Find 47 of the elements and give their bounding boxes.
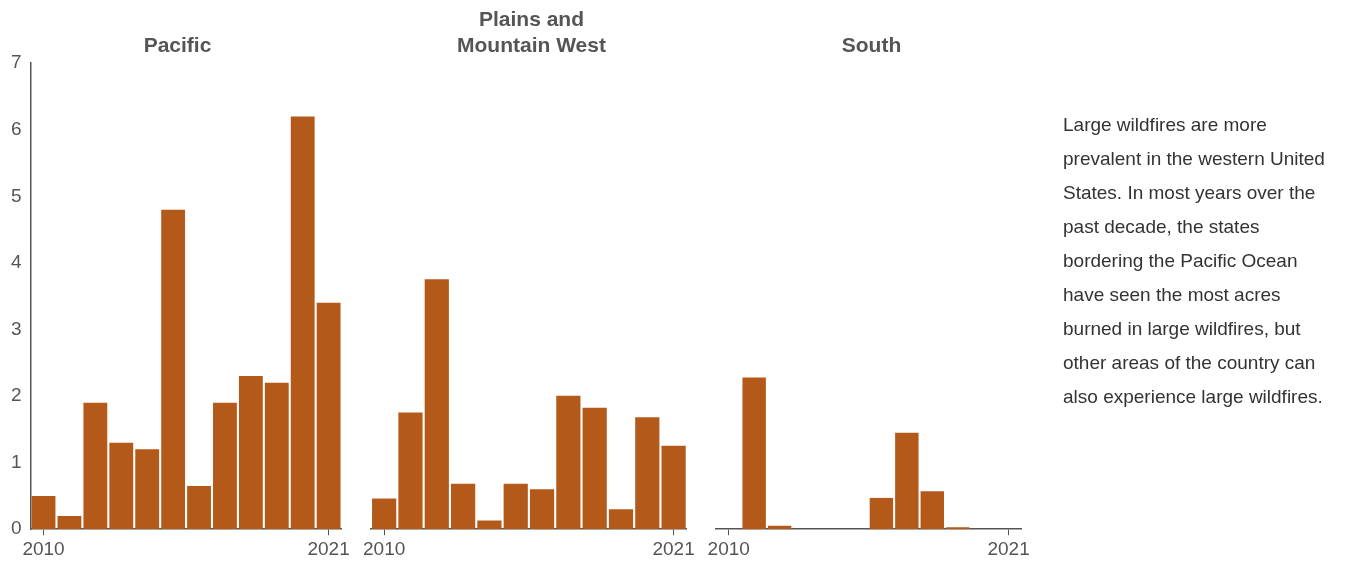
bar xyxy=(83,402,108,530)
bar xyxy=(477,520,502,530)
bar xyxy=(608,509,634,530)
bar xyxy=(31,495,56,530)
y-tick-label: 2 xyxy=(10,384,22,406)
bar xyxy=(398,412,423,530)
chart-title: Plains and Mountain West xyxy=(457,7,606,56)
bar xyxy=(556,395,581,530)
bar xyxy=(529,489,555,530)
chart-title: South xyxy=(841,33,902,57)
bar xyxy=(264,382,289,530)
x-tick-label: 2021 xyxy=(987,537,1030,559)
bar xyxy=(946,527,970,530)
x-tick-label: 2010 xyxy=(22,537,65,559)
bar xyxy=(238,376,263,530)
bar xyxy=(109,442,134,530)
y-tick-label: 6 xyxy=(10,118,22,140)
bar xyxy=(451,483,476,530)
bar xyxy=(135,449,160,530)
bar xyxy=(316,302,341,530)
bar xyxy=(424,279,449,530)
bar xyxy=(869,497,894,530)
y-tick-label: 5 xyxy=(10,184,22,206)
bar xyxy=(635,417,660,530)
y-tick-label: 3 xyxy=(10,317,22,339)
y-tick-label: 1 xyxy=(10,450,22,472)
bar xyxy=(582,407,607,530)
y-tick-label: 4 xyxy=(10,251,22,273)
bar xyxy=(895,432,919,530)
chart-title: Pacific xyxy=(143,33,212,57)
bar xyxy=(290,116,315,530)
x-tick-label: 2021 xyxy=(307,537,350,559)
bar xyxy=(187,485,211,530)
bar xyxy=(372,498,397,530)
bar xyxy=(920,491,944,530)
y-tick-label: 7 xyxy=(10,51,22,73)
bar xyxy=(161,209,186,530)
x-tick-label: 2010 xyxy=(707,537,750,559)
x-tick-label: 2010 xyxy=(363,537,406,559)
bar xyxy=(661,445,686,530)
bar xyxy=(503,483,528,530)
y-tick-label: 0 xyxy=(10,517,22,539)
text: Large wildfires are more prevalent in the western United States. In most years over the past decade, the states bordering the Pacific Ocean have seen the most acres burned in large wildfires, but other areas of the country can also experience large wildfires. xyxy=(1063,114,1325,407)
bar xyxy=(57,515,82,530)
x-tick-label: 2021 xyxy=(652,537,695,559)
bar xyxy=(213,402,237,530)
bar xyxy=(742,377,766,530)
